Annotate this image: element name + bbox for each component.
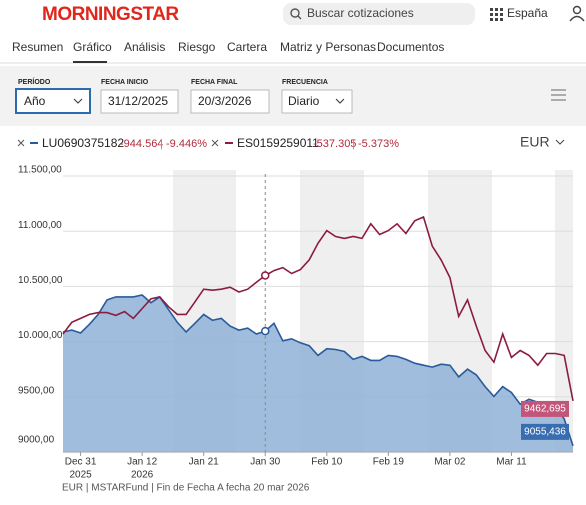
x-tick-label: Jan 12 [127, 457, 157, 468]
currency-select[interactable]: EUR [520, 134, 550, 150]
start-date-input[interactable] [100, 89, 179, 114]
filter-label: FRECUENCIA [282, 79, 328, 86]
tab[interactable]: Matriz y Personas [280, 40, 376, 54]
end-label: 9462,695 [524, 404, 566, 415]
x-tick-label: Dec 31 [65, 457, 97, 468]
series-line [62, 294, 574, 447]
x-tick-label: Mar 02 [434, 457, 466, 468]
filter-label: FECHA FINAL [191, 79, 238, 86]
x-tick-label: Jan 21 [189, 457, 219, 468]
chevron [335, 98, 345, 104]
filter-label: FECHA INICIO [101, 79, 149, 86]
hover-marker [260, 271, 270, 280]
filter-value: Diario [288, 94, 320, 108]
separator: | [160, 138, 163, 150]
apps-icon[interactable] [490, 8, 503, 21]
y-tick-label: 11.500,00 [18, 165, 62, 176]
y-tick-label: 10.000,00 [18, 330, 63, 341]
tab[interactable]: Riesgo [178, 40, 216, 54]
tab[interactable]: Análisis [124, 40, 165, 54]
user-icon[interactable] [572, 5, 582, 15]
frequency-select[interactable] [281, 89, 353, 114]
y-tick-label: 9000,00 [18, 435, 55, 446]
filter-value: 20/3/2026 [198, 94, 252, 108]
x-tick-year: 2026 [131, 470, 154, 481]
logo[interactable]: MORNINGSTAR [42, 4, 180, 25]
legend-name[interactable]: ES0159259011 [237, 136, 319, 150]
end-date-input[interactable] [190, 89, 270, 114]
tab-active[interactable]: Gráfico [73, 40, 112, 54]
y-tick-label: 11.000,00 [18, 220, 62, 231]
series-line [62, 215, 574, 402]
period-select[interactable] [15, 88, 91, 114]
remove-icon[interactable] [211, 139, 219, 147]
search-box[interactable] [283, 3, 475, 25]
region[interactable]: España [507, 6, 548, 20]
x-tick-year: 2025 [69, 470, 92, 481]
tab[interactable]: Cartera [227, 40, 267, 54]
x-tick-label: Mar 11 [496, 457, 527, 468]
legend-name[interactable]: LU0690375182 [42, 136, 124, 150]
filter-label: PERÍODO [18, 77, 51, 86]
search-icon-handle [297, 15, 302, 20]
settings-icon[interactable] [551, 89, 566, 101]
x-tick-label: Feb 19 [373, 457, 405, 468]
search-placeholder: Buscar cotizaciones [307, 6, 414, 20]
legend-change: -537.305 [313, 138, 356, 150]
x-tick-label: Feb 10 [311, 457, 343, 468]
end-label-box [521, 400, 569, 417]
footer-note: EUR | MSTARFund | Fin de Fecha A fecha 2… [62, 483, 310, 494]
x-tick-label: Jan 30 [250, 457, 280, 468]
tab[interactable]: Documentos [377, 40, 444, 54]
tab[interactable]: Resumen [12, 40, 63, 54]
search-icon [290, 8, 300, 18]
chart: 9000,00 9500,00 10.000,00 10.500,00 11.000,0… [18, 165, 574, 481]
y-tick-label: 10.500,00 [18, 275, 63, 286]
chevron [555, 139, 565, 145]
chevron [73, 98, 83, 104]
end-label-box [521, 423, 569, 440]
legend-pct: -5.373% [358, 138, 399, 150]
filter-value: 31/12/2025 [108, 94, 168, 108]
user-icon-body [569, 15, 585, 22]
hover-marker [260, 326, 270, 336]
legend-change: -944.564 [120, 138, 163, 150]
end-label: 9055,436 [524, 427, 566, 438]
filter-value: Año [24, 94, 46, 108]
remove-icon[interactable] [17, 139, 25, 147]
y-tick-label: 9500,00 [18, 385, 55, 396]
legend-pct: -9.446% [166, 138, 207, 150]
series-area [63, 295, 573, 452]
separator: | [352, 138, 355, 150]
